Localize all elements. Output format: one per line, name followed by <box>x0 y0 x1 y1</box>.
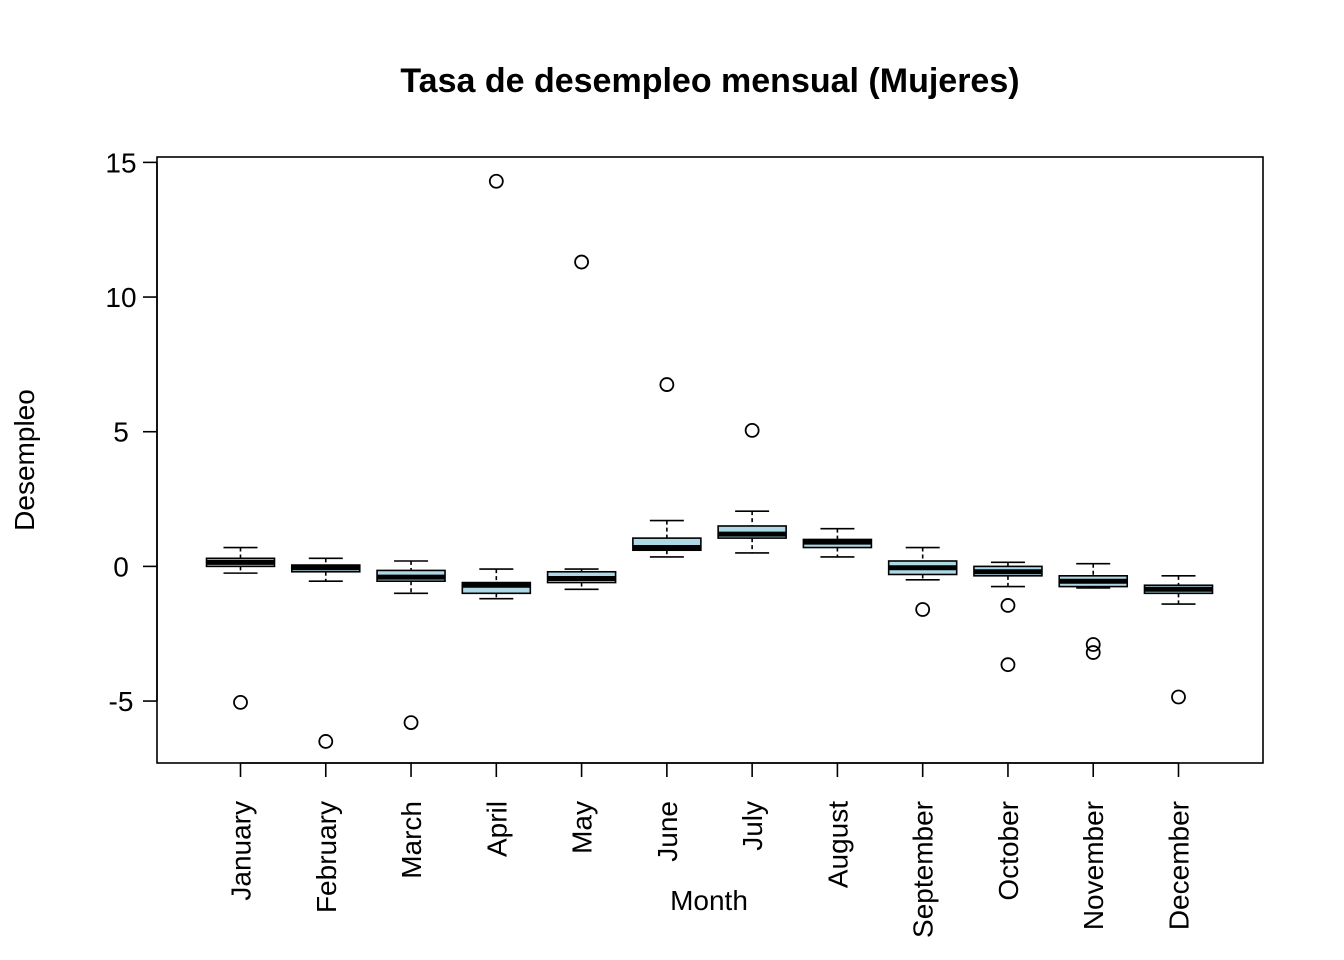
x-tick-label: August <box>822 801 853 888</box>
outlier-point <box>915 602 931 617</box>
plot-frame <box>156 156 1264 764</box>
box-january <box>205 546 276 710</box>
outlier-point <box>574 254 589 270</box>
x-tick-label: May <box>567 801 598 854</box>
x-tick-label: June <box>652 801 683 862</box>
outlier-point <box>233 695 248 710</box>
box-december <box>1143 575 1214 705</box>
outlier-point <box>1171 689 1186 705</box>
y-axis: -5 0 5 10 15 <box>105 147 158 717</box>
outlier-point <box>1085 645 1101 660</box>
box-may <box>546 254 617 591</box>
y-tick-label: 15 <box>105 147 136 178</box>
outlier-point <box>403 715 419 730</box>
x-axis-label: Month <box>670 885 748 916</box>
x-tick-label: April <box>481 801 512 857</box>
y-tick-label: 0 <box>113 551 129 582</box>
box-october <box>973 561 1043 673</box>
box-august <box>802 527 873 558</box>
x-tick-label: October <box>993 801 1024 901</box>
box-september <box>887 546 958 617</box>
x-tick-label: September <box>908 801 939 938</box>
outlier-point <box>488 173 504 189</box>
chart-title: Tasa de desempleo mensual (Mujeres) <box>400 62 1019 100</box>
box-november <box>1058 562 1129 660</box>
box-february <box>290 557 361 749</box>
y-tick-label: 10 <box>105 282 136 313</box>
x-tick-label: December <box>1164 801 1195 930</box>
outlier-point <box>1000 657 1016 673</box>
y-tick-label: 5 <box>113 417 129 448</box>
box-iqr <box>461 581 532 595</box>
outlier-point <box>744 422 760 438</box>
box-april <box>461 173 532 600</box>
box-march <box>376 560 446 730</box>
x-axis: January February March April May June July Augu… <box>226 762 1195 938</box>
outlier-point <box>1085 637 1101 652</box>
boxes-layer <box>205 173 1214 749</box>
y-tick-label: -5 <box>109 686 134 717</box>
y-axis-label: Desempleo <box>9 389 40 531</box>
x-tick-label: March <box>396 801 427 879</box>
box-july <box>717 422 787 554</box>
x-tick-label: November <box>1078 801 1109 930</box>
outlier-point <box>318 734 334 749</box>
outlier-point <box>1000 598 1016 613</box>
outlier-point <box>659 377 675 392</box>
x-tick-label: July <box>737 801 768 851</box>
x-tick-label: January <box>226 801 257 901</box>
x-tick-label: February <box>311 801 342 913</box>
box-june <box>632 377 702 558</box>
